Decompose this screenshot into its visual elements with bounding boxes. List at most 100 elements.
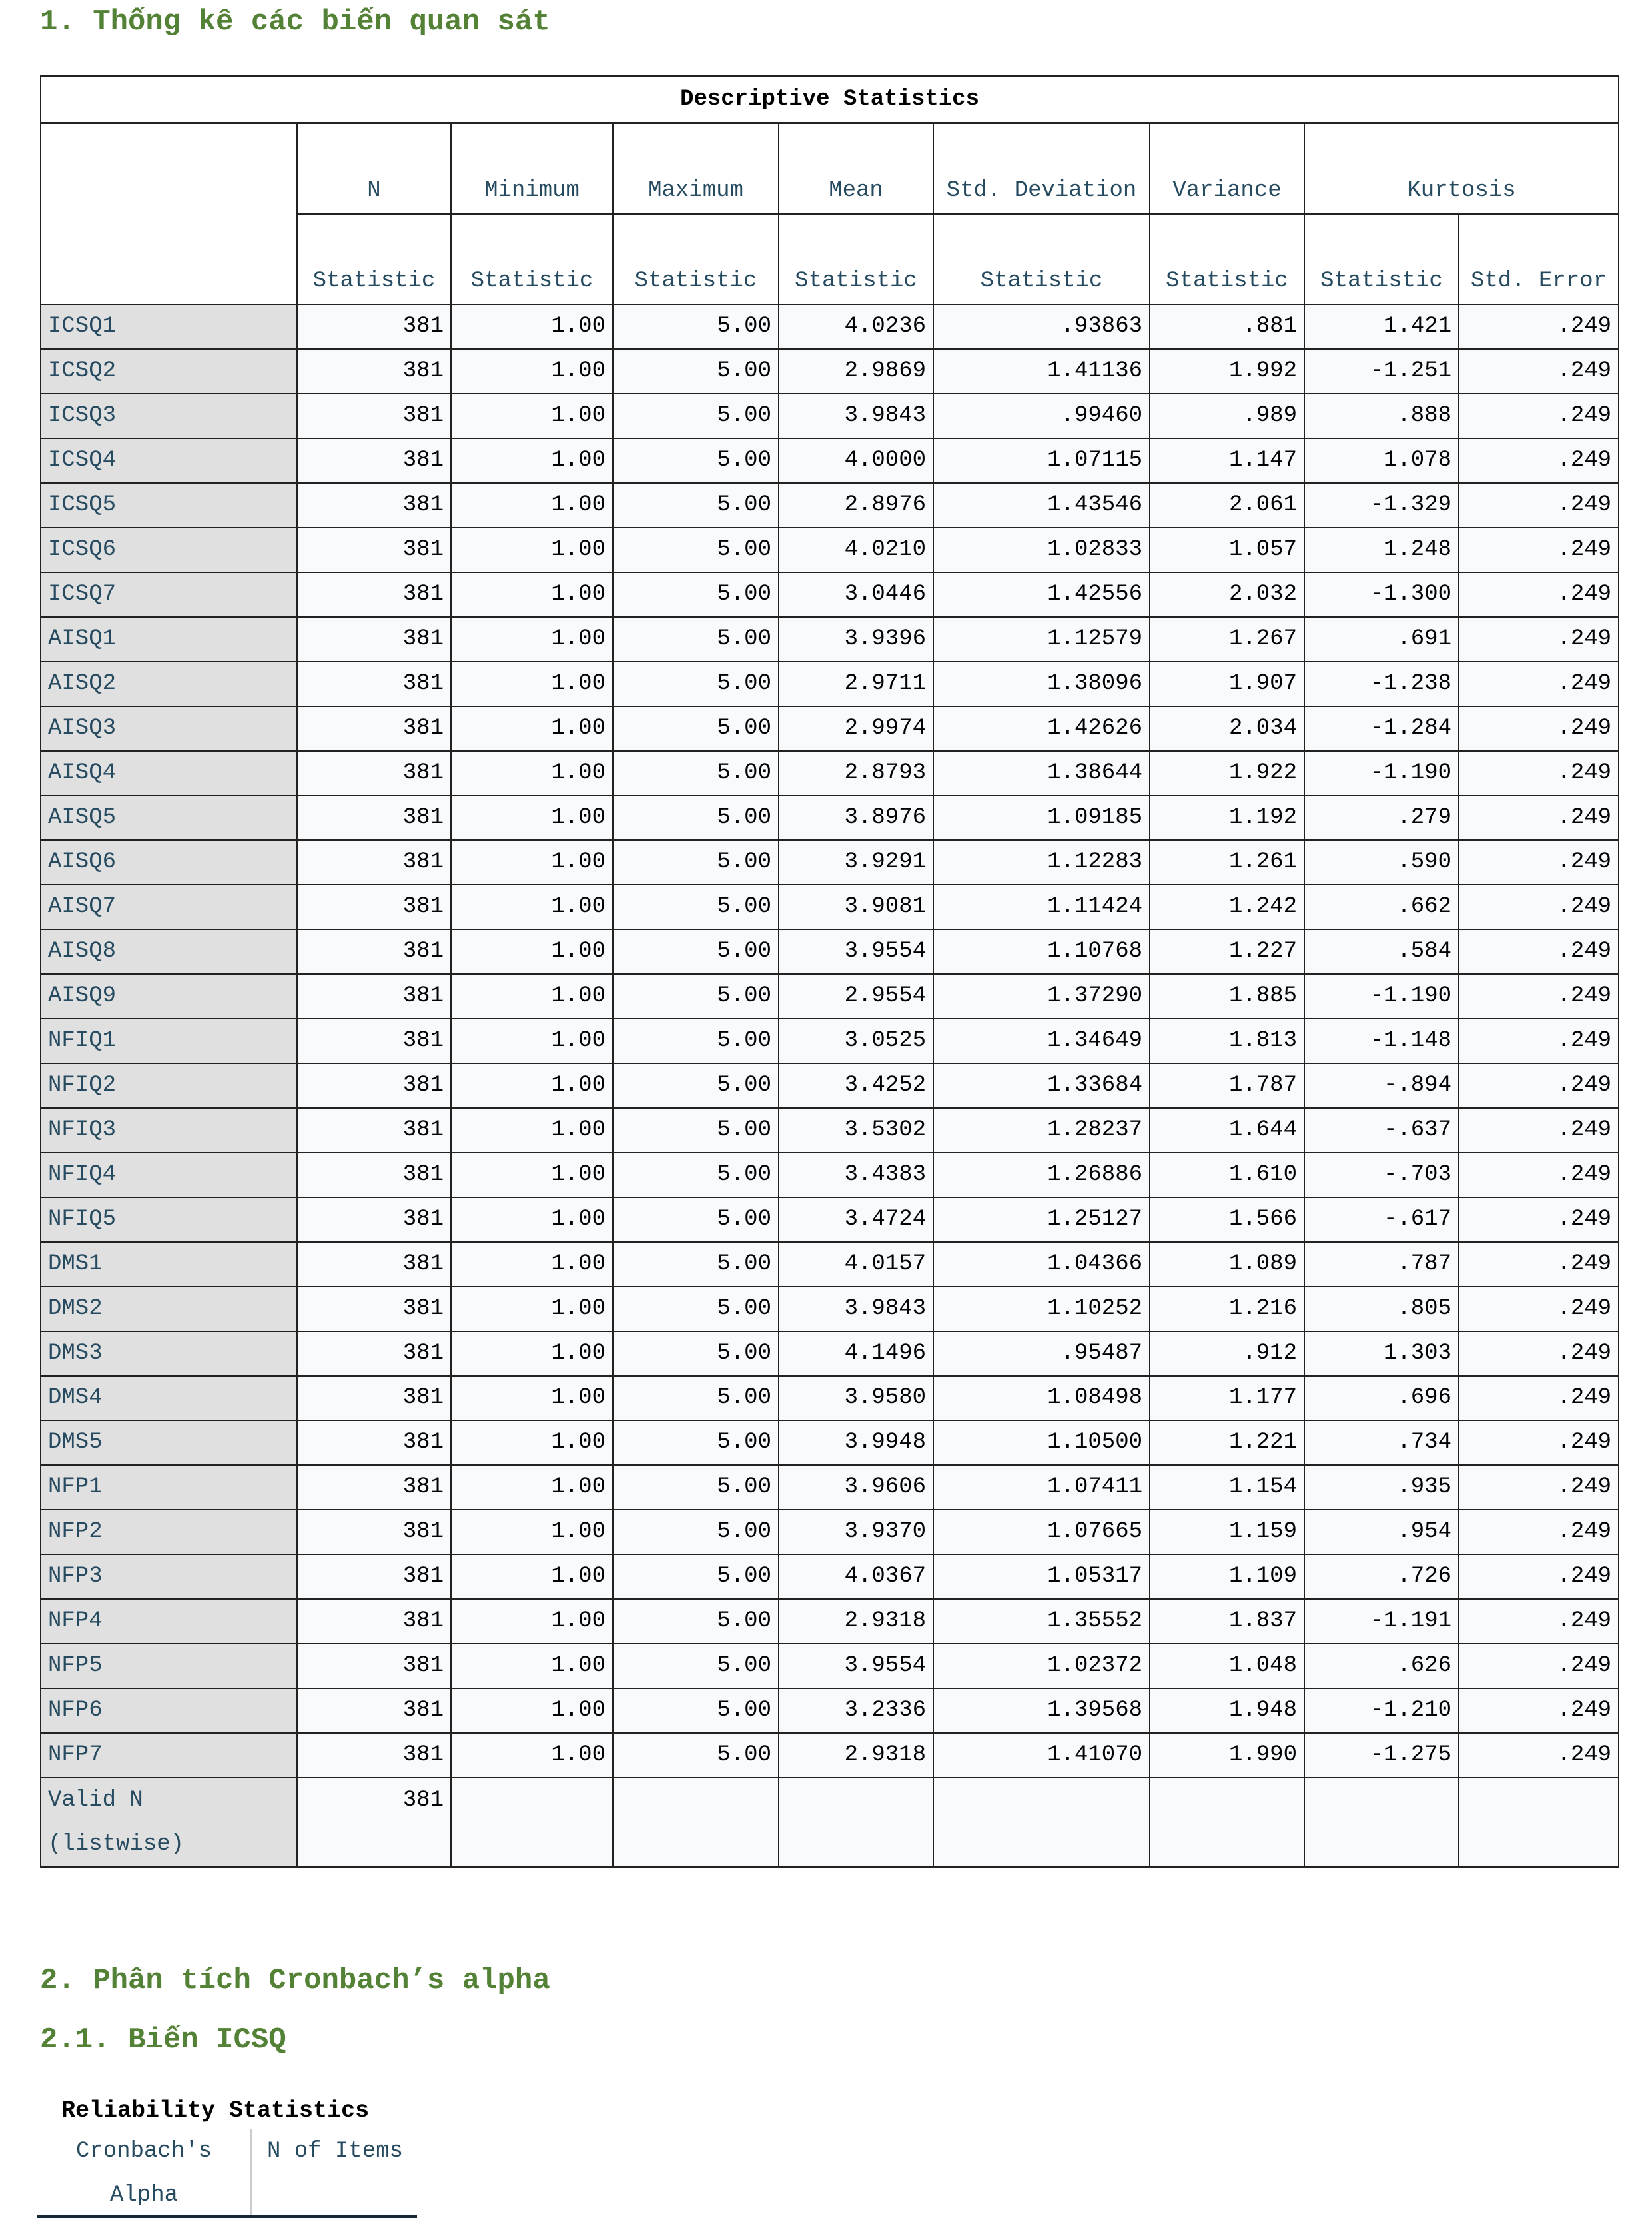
table-row: ICSQ6 381 1.00 5.00 4.0210 1.02833 1.057 1.248.… bbox=[40, 527, 1620, 573]
table-cell: .249 bbox=[1457, 438, 1620, 484]
table-cell: 1.177 bbox=[1149, 1375, 1305, 1421]
table-cell: 5.00 bbox=[612, 1554, 779, 1600]
table-cell: 381 bbox=[296, 1018, 452, 1064]
table-cell: 1.00 bbox=[450, 1509, 614, 1555]
table-row: AISQ7 381 1.00 5.00 3.9081 1.11424 1.242.662.2… bbox=[40, 884, 1620, 930]
table-cell: 1.38096 bbox=[933, 661, 1150, 707]
table-cell: 3.8976 bbox=[778, 795, 934, 841]
table-cell: 1.10768 bbox=[933, 929, 1150, 975]
table-cell: -1.275 bbox=[1304, 1732, 1459, 1778]
table-cell: .249 bbox=[1457, 839, 1620, 885]
table-cell: 1.00 bbox=[450, 839, 614, 885]
row-label: NFIQ1 bbox=[40, 1018, 298, 1064]
table-cell: 381 bbox=[296, 616, 452, 662]
table-cell: .249 bbox=[1457, 616, 1620, 662]
table-cell: 381 bbox=[296, 884, 452, 930]
table-row: ICSQ4 381 1.00 5.00 4.0000 1.07115 1.147 1.078.… bbox=[40, 438, 1620, 484]
table-cell: 1.38644 bbox=[933, 750, 1150, 796]
table-cell: 1.566 bbox=[1149, 1197, 1305, 1243]
table-cell: 1.00 bbox=[450, 1063, 614, 1109]
row-label: NFP7 bbox=[40, 1732, 298, 1778]
table-cell: 3.9370 bbox=[778, 1509, 934, 1555]
table-cell: .881 bbox=[1149, 304, 1305, 350]
table-cell: .989 bbox=[1149, 393, 1305, 439]
cronbach-alpha-header: Cronbach's Alpha bbox=[75, 2139, 212, 2208]
table-cell: 5.00 bbox=[612, 1509, 779, 1555]
row-label: DMS2 bbox=[40, 1286, 298, 1332]
table-cell: 1.267 bbox=[1149, 616, 1305, 662]
table-cell: 1.33684 bbox=[933, 1063, 1150, 1109]
table-cell: 2.9974 bbox=[778, 706, 934, 752]
table-cell: 381 bbox=[296, 1732, 452, 1778]
table-cell: 1.227 bbox=[1149, 929, 1305, 975]
table-cell: .249 bbox=[1457, 1241, 1620, 1287]
table-cell: 1.41136 bbox=[933, 348, 1150, 394]
table-cell: 381 bbox=[296, 1688, 452, 1734]
table-cell: .696 bbox=[1304, 1375, 1459, 1421]
table-cell: .249 bbox=[1457, 1018, 1620, 1064]
table-cell: .249 bbox=[1457, 393, 1620, 439]
table-cell: 1.154 bbox=[1149, 1464, 1305, 1510]
table-cell: 1.992 bbox=[1149, 348, 1305, 394]
row-label: AISQ6 bbox=[40, 839, 298, 885]
valid-n-row: Valid N (listwise) 381 bbox=[40, 1777, 1620, 1868]
table-cell: 381 bbox=[296, 1152, 452, 1198]
table-cell: .888 bbox=[1304, 393, 1459, 439]
table-cell: 381 bbox=[296, 393, 452, 439]
table-cell: -1.300 bbox=[1304, 572, 1459, 618]
table-cell: -1.251 bbox=[1304, 348, 1459, 394]
table-cell: 5.00 bbox=[612, 884, 779, 930]
table-cell: 1.813 bbox=[1149, 1018, 1305, 1064]
table-cell: 381 bbox=[296, 750, 452, 796]
table-cell: 1.048 bbox=[1149, 1643, 1305, 1689]
table-cell: .249 bbox=[1457, 1420, 1620, 1466]
table-cell: .249 bbox=[1457, 750, 1620, 796]
table-cell: 381 bbox=[296, 1420, 452, 1466]
table-cell: 5.00 bbox=[612, 706, 779, 752]
table-cell: 1.28237 bbox=[933, 1107, 1150, 1153]
row-label: NFIQ2 bbox=[40, 1063, 298, 1109]
table-cell: 381 bbox=[296, 1509, 452, 1555]
table-cell: 5.00 bbox=[612, 1107, 779, 1153]
table-cell: 5.00 bbox=[612, 482, 779, 528]
table-cell: 2.9869 bbox=[778, 348, 934, 394]
table-cell: 1.159 bbox=[1149, 1509, 1305, 1555]
table-cell: .99460 bbox=[933, 393, 1150, 439]
table-cell: 1.644 bbox=[1149, 1107, 1305, 1153]
table-cell bbox=[450, 1777, 614, 1868]
table-row: AISQ3 381 1.00 5.00 2.9974 1.42626 2.034 -1.284… bbox=[40, 706, 1620, 752]
table-cell: 4.0157 bbox=[778, 1241, 934, 1287]
table-cell: 2.9711 bbox=[778, 661, 934, 707]
table-cell: 3.9396 bbox=[778, 616, 934, 662]
table-cell: 1.261 bbox=[1149, 839, 1305, 885]
table-cell: 5.00 bbox=[612, 1063, 779, 1109]
subcolumn-header: Statistic bbox=[1149, 213, 1305, 305]
table-cell: 1.12579 bbox=[933, 616, 1150, 662]
table-cell: 381 bbox=[296, 1554, 452, 1600]
subcolumn-header: Statistic bbox=[778, 213, 934, 305]
table-cell: 5.00 bbox=[612, 304, 779, 350]
table-row: AISQ5 381 1.00 5.00 3.8976 1.09185 1.192.279.2… bbox=[40, 795, 1620, 841]
table-cell: .734 bbox=[1304, 1420, 1459, 1466]
table-cell: 1.00 bbox=[450, 1554, 614, 1600]
column-header-kurtosis: Kurtosis bbox=[1303, 122, 1620, 215]
table-cell: 381 bbox=[296, 1197, 452, 1243]
table-cell: 2.061 bbox=[1149, 482, 1305, 528]
table-cell: .249 bbox=[1457, 1107, 1620, 1153]
table-cell: 1.242 bbox=[1149, 884, 1305, 930]
table-cell: .249 bbox=[1457, 661, 1620, 707]
column-header-mean: Mean bbox=[778, 122, 934, 215]
table-cell: 1.25127 bbox=[933, 1197, 1150, 1243]
table-cell: 381 bbox=[296, 1107, 452, 1153]
table-cell: .954 bbox=[1304, 1509, 1459, 1555]
table-cell: 1.34649 bbox=[933, 1018, 1150, 1064]
table-cell: 4.1496 bbox=[778, 1331, 934, 1377]
table-cell: 1.10500 bbox=[933, 1420, 1150, 1466]
table-cell: 3.4252 bbox=[778, 1063, 934, 1109]
table-cell: 1.837 bbox=[1149, 1598, 1305, 1644]
table-cell: 381 bbox=[296, 304, 452, 350]
row-label: ICSQ3 bbox=[40, 393, 298, 439]
table-cell: .726 bbox=[1304, 1554, 1459, 1600]
table-cell: 5.00 bbox=[612, 348, 779, 394]
column-header-n: N bbox=[296, 122, 452, 215]
